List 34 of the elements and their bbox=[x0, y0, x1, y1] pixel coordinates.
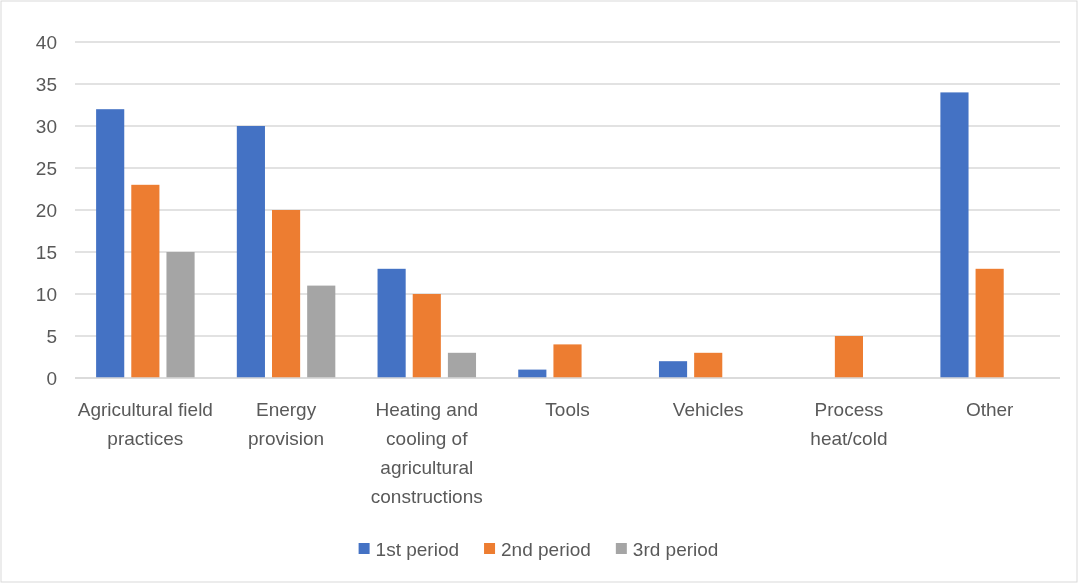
legend-label: 3rd period bbox=[632, 538, 719, 560]
legend-label: 1st period bbox=[375, 538, 460, 560]
x-tick-label: Heating and cooling of agricultural constructions bbox=[370, 399, 483, 507]
y-tick-label: 30 bbox=[35, 115, 57, 137]
bar bbox=[975, 268, 1004, 378]
bar bbox=[166, 252, 195, 378]
x-tick-label: Process heat/cold bbox=[810, 399, 888, 449]
x-tick-label: Vehicles bbox=[672, 399, 744, 420]
bar bbox=[834, 336, 863, 378]
bar bbox=[236, 126, 265, 378]
y-tick-label: 5 bbox=[46, 325, 57, 347]
x-tick-label: Other bbox=[965, 399, 1015, 420]
y-tick-label: 10 bbox=[35, 283, 57, 305]
legend-label: 2nd period bbox=[501, 538, 591, 560]
x-tick-label: Tools bbox=[545, 399, 590, 420]
bar bbox=[940, 92, 969, 378]
bar bbox=[553, 344, 582, 378]
bar bbox=[307, 285, 336, 378]
x-tick-label: Agricultural field practices bbox=[77, 399, 213, 449]
x-tick-label: Energy provision bbox=[248, 399, 325, 449]
y-tick-label: 35 bbox=[35, 73, 57, 95]
y-tick-label: 0 bbox=[46, 367, 57, 389]
y-tick-label: 25 bbox=[35, 157, 57, 179]
bar bbox=[412, 294, 441, 378]
bar bbox=[131, 184, 160, 378]
bar bbox=[447, 352, 477, 378]
y-tick-label: 20 bbox=[35, 199, 57, 221]
bar bbox=[658, 361, 688, 378]
y-tick-label: 15 bbox=[35, 241, 57, 263]
bar bbox=[377, 268, 406, 378]
bar bbox=[694, 352, 723, 378]
bar bbox=[96, 109, 125, 378]
y-tick-label: 40 bbox=[35, 31, 57, 53]
bar bbox=[272, 210, 301, 378]
